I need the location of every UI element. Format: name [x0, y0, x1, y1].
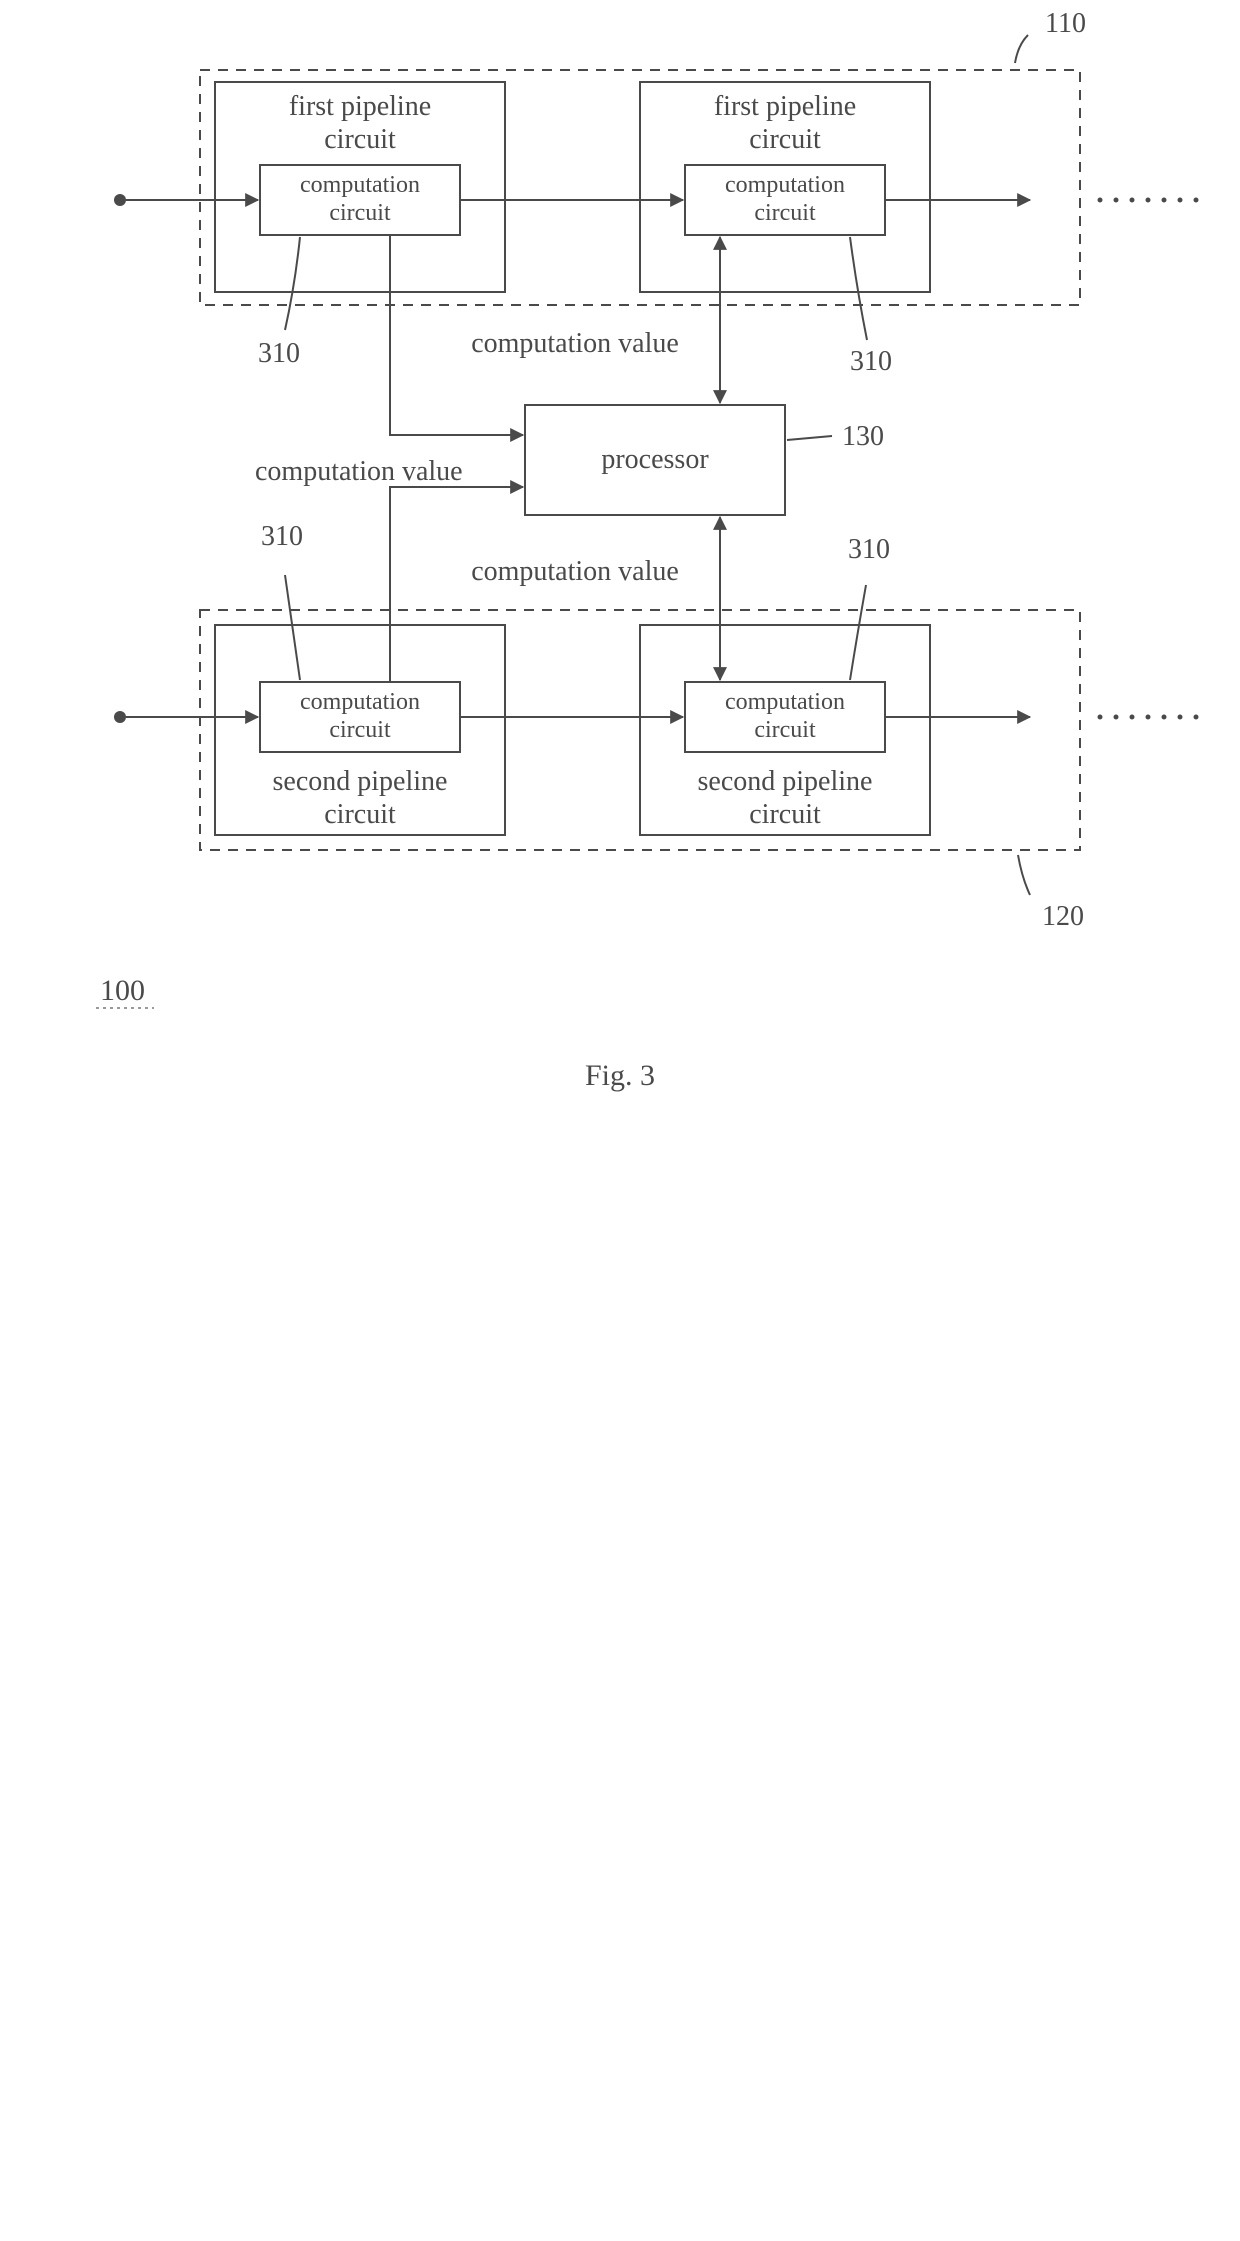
ref-leader-310-bl [285, 575, 300, 680]
computation-label-1: computation [300, 172, 420, 198]
computation-label-1: computation [725, 172, 845, 198]
cv-label-left: computation value [255, 456, 463, 487]
figure-caption: Fig. 3 [585, 1059, 655, 1092]
ref-leader-310-br [850, 585, 866, 680]
top-pipeline-group: 110 first pipeline circuit computation c… [114, 8, 1199, 377]
ref-leader-110 [1015, 35, 1028, 63]
ellipsis-bottom [1098, 715, 1199, 720]
pipe-stage-title-1: first pipeline [289, 91, 431, 122]
ref-label-310-tl: 310 [258, 338, 300, 369]
cv-label-top: computation value [471, 328, 679, 359]
pipe-stage-bot-1: computation circuit second pipeline circ… [215, 625, 505, 835]
ref-label-110: 110 [1045, 8, 1086, 39]
input-dot-top [114, 194, 126, 206]
ref-leader-130 [787, 436, 832, 440]
pipe-stage-title-2: circuit [324, 124, 396, 155]
cv-label-bottom: computation value [471, 556, 679, 587]
pipe-stage-top-2: first pipeline circuit computation circu… [640, 82, 930, 292]
computation-label-2: circuit [754, 200, 816, 226]
ref-label-310-bl: 310 [261, 521, 303, 552]
computation-label-2: circuit [329, 717, 391, 743]
pipe-stage-title-1: second pipeline [698, 766, 873, 797]
ellipsis-top [1098, 198, 1199, 203]
pipe-stage-title-1: first pipeline [714, 91, 856, 122]
system-ref-100: 100 [100, 974, 145, 1007]
input-dot-bottom [114, 711, 126, 723]
pipe-stage-bot-2: computation circuit second pipeline circ… [640, 625, 930, 835]
pipe-stage-title-2: circuit [324, 799, 396, 830]
ref-leader-310-tr [850, 237, 867, 340]
processor-label: processor [601, 444, 709, 475]
pipe-stage-title-2: circuit [749, 799, 821, 830]
computation-label-1: computation [725, 689, 845, 715]
pipe-stage-top-1: first pipeline circuit computation circu… [215, 82, 505, 292]
computation-label-1: computation [300, 689, 420, 715]
ref-label-310-tr: 310 [850, 346, 892, 377]
processor-block: processor 130 [525, 405, 884, 515]
computation-label-2: circuit [329, 200, 391, 226]
ref-label-310-br: 310 [848, 534, 890, 565]
ref-label-120: 120 [1042, 901, 1084, 932]
ref-leader-120 [1018, 855, 1030, 895]
bottom-pipeline-group: 120 computation circuit second pipeline … [114, 610, 1199, 932]
computation-label-2: circuit [754, 717, 816, 743]
ref-label-130: 130 [842, 421, 884, 452]
pipe-stage-title-2: circuit [749, 124, 821, 155]
pipe-stage-title-1: second pipeline [273, 766, 448, 797]
ref-leader-310-tl [285, 237, 300, 330]
diagram-canvas: 110 first pipeline circuit computation c… [0, 0, 1240, 2241]
